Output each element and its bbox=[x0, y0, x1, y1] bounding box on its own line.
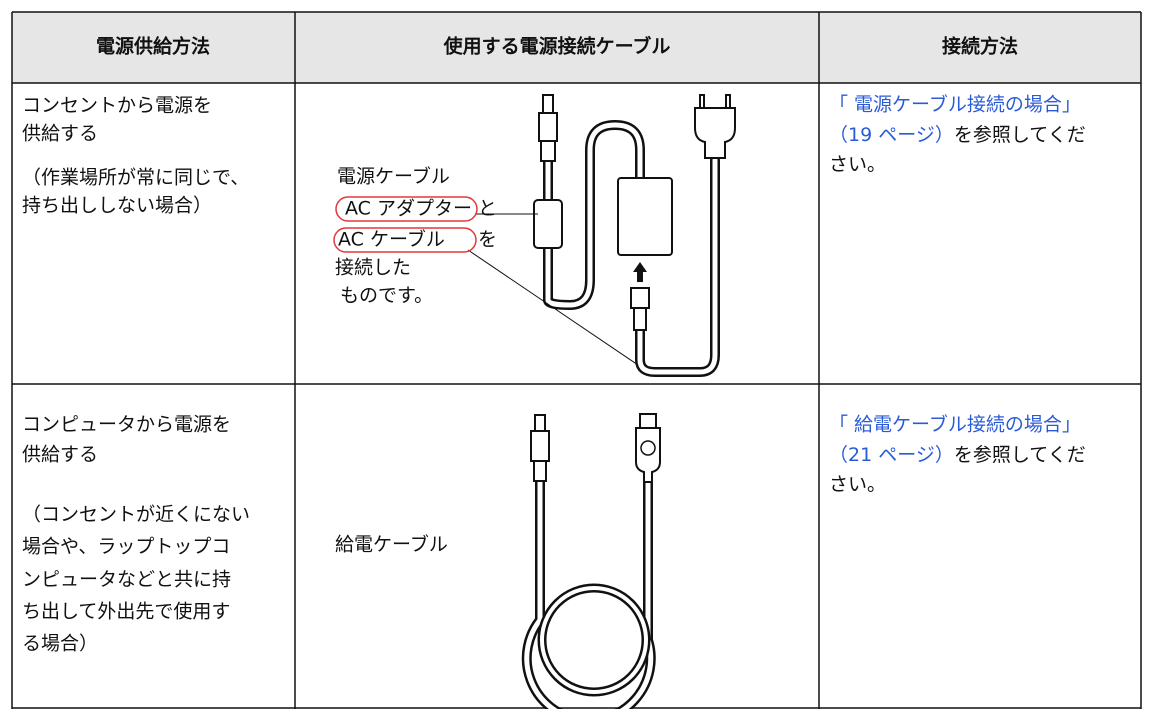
method: 供給する bbox=[22, 444, 98, 466]
table-grid bbox=[11, 11, 1142, 709]
link[interactable]: 「 電源ケーブル接続の場合」 bbox=[829, 93, 1081, 116]
note: ち出して外出先で使用す bbox=[22, 601, 230, 623]
method: 供給する bbox=[22, 123, 98, 145]
cable-label: 電源ケーブル bbox=[337, 165, 450, 188]
text: を参照してくだ bbox=[954, 124, 1086, 146]
note: ンピュータなどと共に持 bbox=[22, 569, 231, 591]
method: コンピュータから電源を bbox=[22, 414, 231, 436]
header-cell: 電源供給方法 bbox=[96, 35, 210, 58]
note: る場合） bbox=[22, 633, 98, 655]
text: さい。 bbox=[829, 474, 886, 496]
text: を参照してくだ bbox=[954, 444, 1086, 466]
header-cell: 使用する電源接続ケーブル bbox=[443, 35, 671, 58]
cable-label: 給電ケーブル bbox=[335, 533, 448, 556]
link-line: （21 ページ）を参照してくだ bbox=[829, 444, 1086, 466]
note: 持ち出ししない場合） bbox=[22, 195, 212, 217]
link[interactable]: （21 ページ） bbox=[829, 444, 954, 466]
cable-label: を bbox=[478, 229, 497, 251]
header-cell: 接続方法 bbox=[942, 35, 1018, 58]
usb-cable-illustration bbox=[521, 413, 661, 709]
method: コンセントから電源を bbox=[22, 95, 212, 117]
note: （作業場所が常に同じで、 bbox=[22, 167, 249, 189]
cable-part: AC アダプター bbox=[345, 198, 472, 220]
link-line: （19 ページ）を参照してくだ bbox=[829, 124, 1086, 146]
note: （コンセントが近くにない bbox=[22, 504, 250, 526]
link[interactable]: 「 給電ケーブル接続の場合」 bbox=[829, 413, 1081, 436]
cable-label: と bbox=[478, 198, 497, 220]
ac-cable-illustration bbox=[333, 94, 736, 377]
text: さい。 bbox=[829, 154, 886, 176]
cable-label: 接続した bbox=[335, 257, 411, 279]
note: 場合や、ラップトップコ bbox=[22, 536, 230, 558]
header-bg bbox=[12, 12, 1141, 83]
cable-label: ものです。 bbox=[340, 285, 433, 307]
link[interactable]: （19 ページ） bbox=[829, 124, 954, 146]
cable-part: AC ケーブル bbox=[338, 228, 445, 251]
